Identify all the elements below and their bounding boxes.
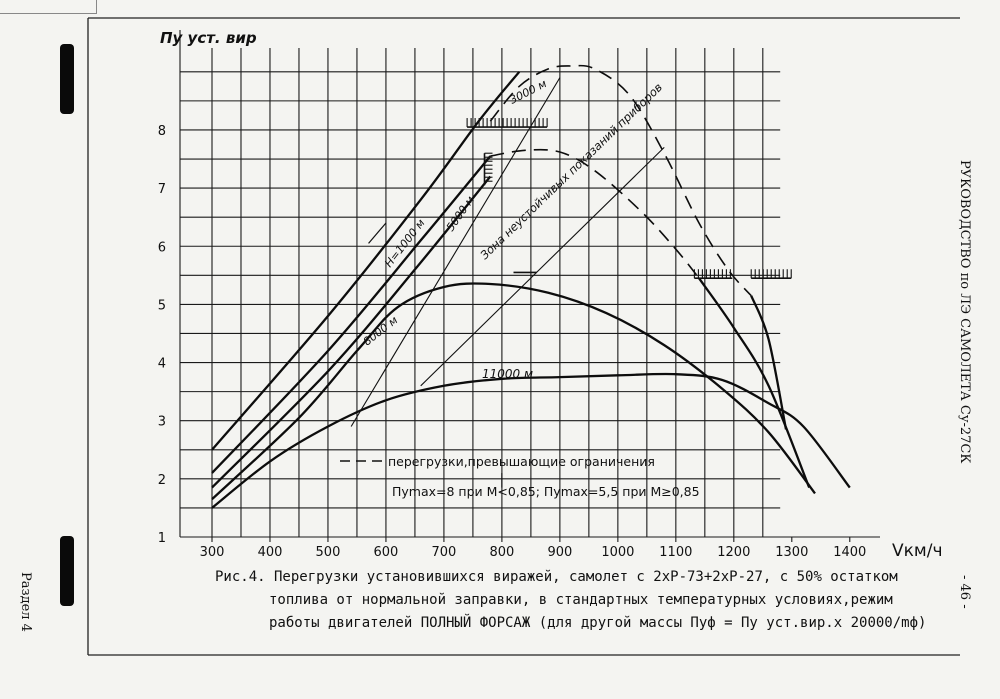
x-tick-label: 1100 — [659, 545, 692, 560]
section-label: Раздел 4 — [18, 572, 33, 632]
series-line-4 — [211, 372, 851, 509]
series-line-2 — [211, 175, 492, 489]
chart-extras — [340, 77, 792, 488]
y-axis-label: Пу уст. вир — [160, 29, 257, 47]
x-axis-label: Vкм/ч — [892, 541, 943, 561]
unstable-zone-label: Зона неустойчивых показаний приборов — [477, 80, 665, 262]
y-tick-label: 8 — [158, 124, 166, 139]
page-frame — [87, 17, 960, 656]
figure-caption: Рис.4. Перегрузки установившихся виражей… — [215, 566, 945, 635]
caption-line-3: работы двигателей ПОЛНЫЙ ФОРСАЖ (для дру… — [269, 615, 927, 631]
series-line-8 — [750, 295, 788, 430]
series-label-3000: 3000 м — [507, 77, 548, 107]
series-line-1 — [211, 155, 492, 474]
zone-line-2 — [420, 147, 665, 387]
y-tick-label: 1 — [158, 531, 166, 546]
tick-labels: 300 400 500 600 700 800 900 1000 1100 1200 1300 140… — [158, 124, 867, 560]
x-tick-label: 700 — [432, 545, 457, 560]
x-tick-label: 1300 — [775, 545, 808, 560]
series-lines — [211, 64, 851, 509]
y-tick-label: 4 — [158, 357, 166, 372]
series-line-7 — [698, 277, 811, 489]
zone-pointer — [368, 222, 387, 244]
binder-mark-bottom — [60, 536, 74, 606]
x-tick-label: 600 — [374, 545, 399, 560]
limits-note: Пуmax=8 при М<0,85; Пуmax=5,5 при М≥0,85 — [392, 484, 700, 499]
manual-title: РУКОВОДСТВО по ЛЭ САМОЛЕТА Су-27СК — [957, 160, 972, 463]
series-line-3 — [211, 282, 816, 501]
series-label-5000: 5000 м — [444, 194, 477, 234]
x-tick-label: 300 — [200, 545, 225, 560]
caption-line-2: топлива от нормальной заправки, в станда… — [269, 592, 893, 608]
y-tick-label: 5 — [158, 298, 166, 313]
series-line-5 — [489, 64, 752, 297]
series-label-8000: 8000 м — [361, 314, 400, 349]
x-tick-label: 900 — [547, 545, 572, 560]
y-tick-label: 7 — [158, 182, 166, 197]
x-tick-label: 800 — [489, 545, 514, 560]
binder-mark-top — [60, 44, 74, 114]
x-tick-label: 1200 — [717, 545, 750, 560]
grid — [179, 30, 880, 542]
legend-dashed-text: перегрузки,превышающие ограничения — [388, 454, 655, 469]
page-number: - 46 - — [957, 575, 972, 609]
zone-line-1 — [350, 77, 561, 427]
y-tick-label: 3 — [158, 415, 166, 430]
series-line-6 — [490, 148, 700, 279]
corner-frame — [0, 0, 97, 14]
x-tick-label: 1400 — [833, 545, 866, 560]
x-tick-label: 400 — [258, 545, 283, 560]
caption-line-1: Рис.4. Перегрузки установившихся виражей… — [215, 569, 898, 585]
series-line-0 — [211, 71, 521, 451]
y-tick-label: 2 — [158, 473, 166, 488]
series-label-11000: 11000 м — [482, 367, 533, 381]
x-tick-label: 1000 — [601, 545, 634, 560]
y-tick-label: 6 — [158, 240, 166, 255]
x-tick-label: 500 — [316, 545, 341, 560]
